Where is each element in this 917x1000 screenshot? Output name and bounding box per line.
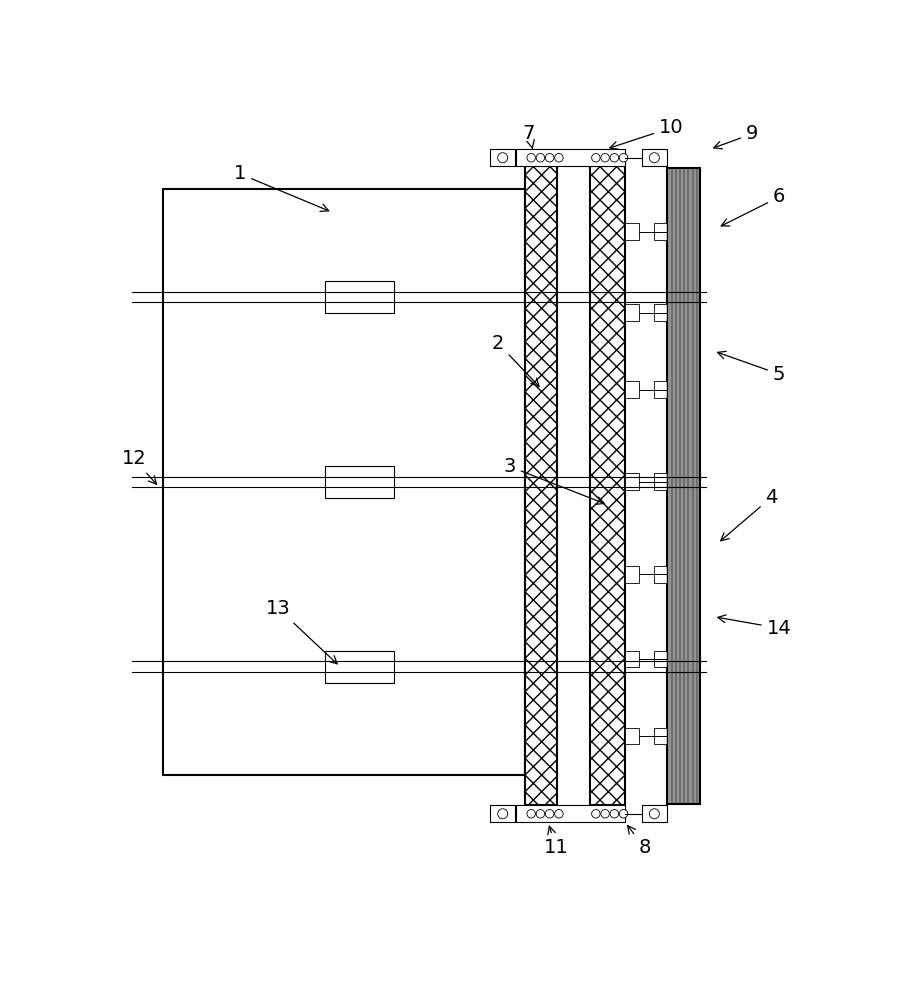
Bar [654, 223, 668, 240]
Bar [642, 149, 667, 166]
Bar [591, 166, 625, 805]
Bar [654, 304, 668, 321]
Circle shape [610, 810, 619, 818]
Bar [625, 566, 639, 583]
Text: 3: 3 [503, 457, 604, 504]
Bar [625, 473, 639, 490]
Circle shape [591, 153, 600, 162]
Bar [625, 651, 639, 667]
Circle shape [498, 809, 508, 819]
Bar [625, 728, 639, 744]
Text: 8: 8 [627, 826, 650, 857]
Bar [654, 381, 668, 398]
Bar [525, 166, 558, 805]
Circle shape [536, 810, 545, 818]
Bar [654, 651, 668, 667]
Bar [515, 805, 625, 822]
Bar [625, 223, 639, 240]
Bar [491, 149, 515, 166]
Text: 9: 9 [713, 124, 758, 149]
Circle shape [619, 810, 628, 818]
Text: 12: 12 [121, 449, 157, 484]
Circle shape [555, 810, 563, 818]
Circle shape [649, 809, 659, 819]
Circle shape [591, 810, 600, 818]
Circle shape [546, 810, 554, 818]
Circle shape [527, 810, 536, 818]
Text: 10: 10 [610, 118, 684, 149]
Text: 7: 7 [523, 124, 535, 149]
Circle shape [649, 153, 659, 163]
Text: 5: 5 [718, 351, 785, 384]
Bar [654, 473, 668, 490]
Circle shape [619, 153, 628, 162]
Bar [591, 166, 625, 805]
Bar [625, 304, 639, 321]
Circle shape [536, 153, 545, 162]
Text: 14: 14 [718, 615, 791, 638]
Circle shape [555, 153, 563, 162]
Circle shape [498, 153, 508, 163]
Bar [625, 381, 639, 398]
Bar [654, 728, 668, 744]
Bar [525, 166, 558, 805]
Circle shape [601, 153, 609, 162]
Bar [515, 149, 625, 166]
Circle shape [546, 153, 554, 162]
Bar [325, 651, 394, 683]
Circle shape [527, 153, 536, 162]
Bar [325, 281, 394, 313]
Bar [668, 168, 700, 804]
Bar [163, 189, 525, 774]
Bar [325, 466, 394, 498]
Bar [654, 566, 668, 583]
Text: 6: 6 [722, 188, 785, 226]
Text: 13: 13 [266, 599, 337, 664]
Text: 2: 2 [492, 334, 539, 386]
Text: 11: 11 [544, 826, 569, 857]
Text: 4: 4 [721, 488, 778, 541]
Circle shape [610, 153, 619, 162]
Bar [491, 805, 515, 822]
Text: 1: 1 [234, 164, 328, 211]
Circle shape [601, 810, 609, 818]
Bar [642, 805, 667, 822]
